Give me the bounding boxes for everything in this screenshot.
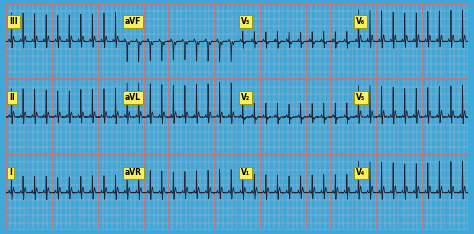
Text: aVL: aVL xyxy=(125,93,141,102)
Text: aVR: aVR xyxy=(125,168,142,177)
Text: V₅: V₅ xyxy=(356,93,365,102)
Text: II: II xyxy=(9,93,15,102)
Text: aVF: aVF xyxy=(125,17,141,26)
Text: I: I xyxy=(9,168,12,177)
Text: V₄: V₄ xyxy=(356,168,365,177)
Text: V₁: V₁ xyxy=(241,168,250,177)
Text: V₃: V₃ xyxy=(241,17,250,26)
Text: V₂: V₂ xyxy=(241,93,250,102)
Text: III: III xyxy=(9,17,18,26)
Text: V₆: V₆ xyxy=(356,17,365,26)
